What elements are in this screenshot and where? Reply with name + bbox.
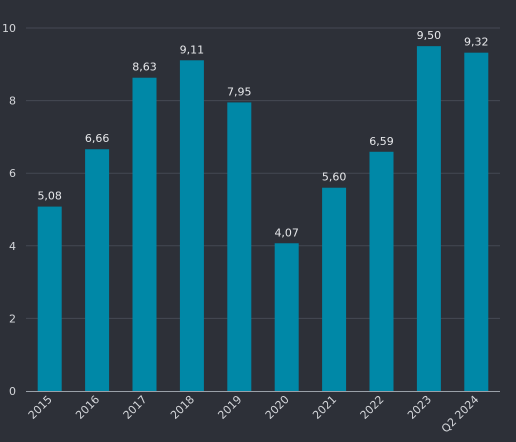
- bar: [85, 149, 110, 391]
- y-axis-ticks: 0 2 4 6 8 10: [2, 22, 16, 398]
- y-tick-label: 10: [2, 22, 16, 35]
- bar: [132, 77, 157, 391]
- data-label: 9,11: [180, 43, 205, 56]
- data-label: 4,07: [274, 226, 299, 239]
- bars: [37, 46, 489, 392]
- data-label: 9,50: [417, 29, 442, 42]
- y-tick-label: 8: [9, 95, 16, 108]
- bar: [322, 187, 347, 391]
- data-label: 7,95: [227, 85, 252, 98]
- data-label: 5,08: [37, 190, 62, 203]
- data-label: 6,66: [85, 132, 110, 145]
- y-tick-label: 2: [9, 312, 16, 325]
- bar: [369, 151, 394, 391]
- bar: [179, 60, 204, 391]
- data-label: 6,59: [369, 135, 394, 148]
- y-tick-label: 4: [9, 240, 16, 253]
- data-labels: 5,08 6,66 8,63 9,11 7,95 4,07 5,60 6,59 9,50 9,32: [37, 29, 488, 239]
- data-label: 8,63: [132, 61, 157, 74]
- y-tick-label: 6: [9, 167, 16, 180]
- y-tick-label: 0: [9, 385, 16, 398]
- bar: [227, 102, 252, 391]
- data-label: 9,32: [464, 36, 489, 49]
- data-label: 5,60: [322, 171, 347, 184]
- bar: [464, 52, 489, 392]
- bar: [274, 243, 299, 391]
- bar: [416, 46, 441, 392]
- bar: [37, 206, 62, 391]
